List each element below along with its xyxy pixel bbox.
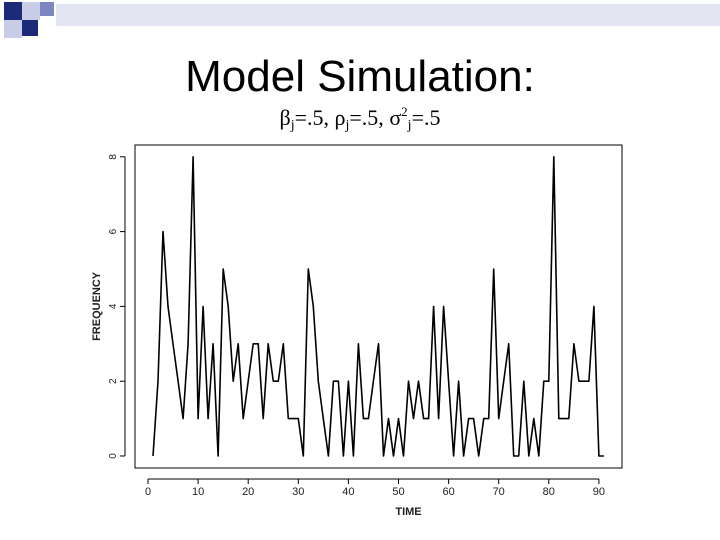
equals-text: =.5, (294, 105, 335, 130)
x-tick-label: 30 (292, 486, 304, 498)
deco-square-light-2 (4, 20, 22, 38)
slide-title: Model Simulation: (185, 52, 535, 101)
deco-square-dark-2 (22, 20, 38, 36)
equals-text: =.5 (411, 105, 441, 130)
y-tick-label: 8 (108, 154, 119, 160)
y-tick-label: 2 (108, 378, 119, 384)
plot-frame (134, 144, 623, 469)
x-tick-label: 40 (342, 486, 354, 498)
x-tick-label: 10 (192, 486, 204, 498)
subscript-j: j (407, 118, 412, 133)
x-tick-label: 20 (242, 486, 254, 498)
sigma-symbol: σ (389, 105, 402, 130)
x-tick-label: 90 (593, 486, 605, 498)
superscript-2: 2 (401, 104, 408, 119)
deco-square-light-1 (22, 2, 40, 20)
subscript-j: j (290, 118, 295, 133)
beta-symbol: β (279, 105, 291, 130)
y-axis-label: FREQUENCY (91, 271, 103, 341)
x-axis-label: TIME (395, 506, 421, 518)
slide-decoration (4, 2, 720, 38)
rho-symbol: ρ (334, 105, 346, 130)
x-tick-label: 60 (442, 486, 454, 498)
x-tick-label: 70 (493, 486, 505, 498)
frequency-line-chart: 0 10 20 30 40 50 60 70 80 90 TIME 0 2 4 6 8 FREQUENCY (91, 144, 623, 518)
x-tick-label: 80 (543, 486, 555, 498)
deco-bar (56, 4, 720, 26)
y-tick-label: 6 (108, 228, 119, 234)
frequency-series-line (152, 155, 604, 457)
deco-square-mid-1 (40, 2, 54, 16)
y-tick-label: 4 (108, 303, 119, 309)
subscript-j: j (345, 118, 350, 133)
x-tick-label: 50 (392, 486, 404, 498)
deco-square-dark-1 (4, 2, 22, 20)
equals-text: =.5, (349, 105, 390, 130)
slide-subtitle: βj=.5, ρj=.5, σ2j=.5 (0, 104, 720, 134)
x-tick-label: 0 (145, 486, 151, 498)
y-tick-label: 0 (108, 453, 119, 459)
